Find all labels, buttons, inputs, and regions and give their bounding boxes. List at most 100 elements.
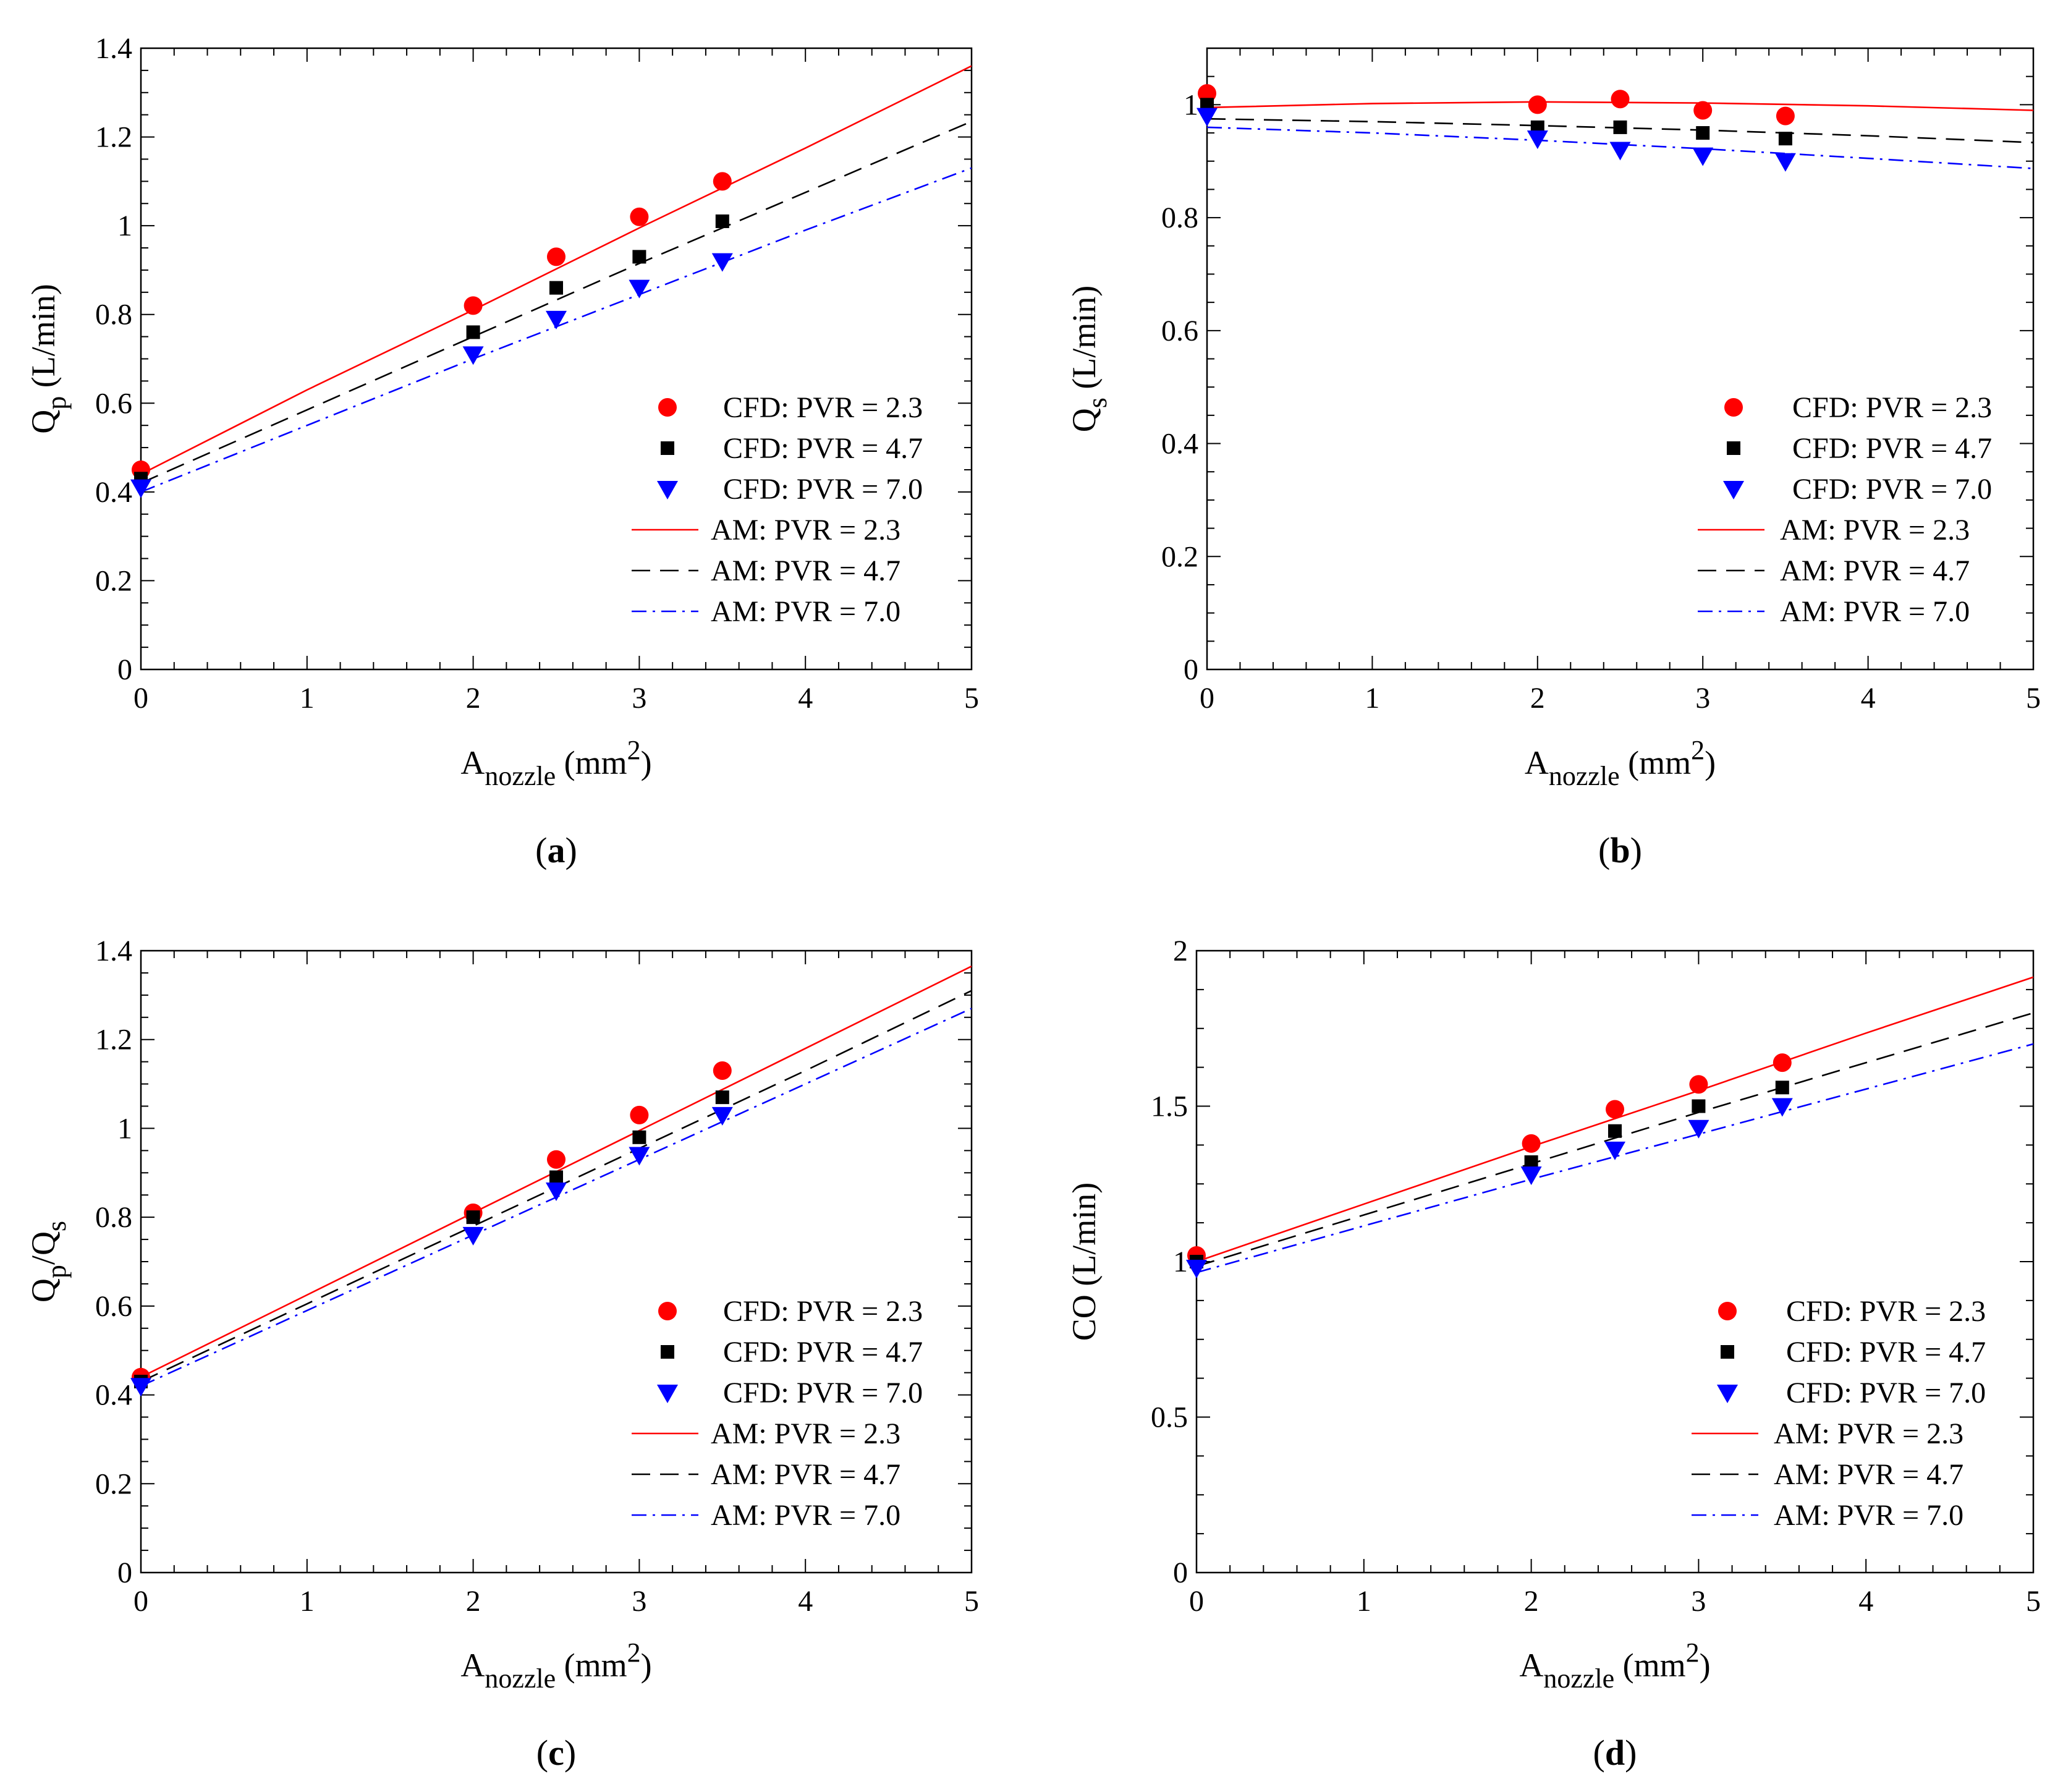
legend: CFD: PVR = 2.3 CFD: PVR = 4.7 CFD: PVR = 7… xyxy=(1698,391,1992,628)
legend-marker xyxy=(1717,1385,1738,1403)
x-tick-label: 2 xyxy=(466,682,481,715)
x-tick-label: 5 xyxy=(2026,1585,2041,1618)
cfd-point xyxy=(547,1150,566,1169)
x-axis-label-unit: (mm xyxy=(1620,744,1692,781)
am-line-am-pvr-2-3 xyxy=(1197,976,2033,1263)
x-axis-label-subscript: nozzle xyxy=(1543,1663,1614,1694)
am-line-am-pvr-7-0 xyxy=(1207,126,2033,169)
cfd-point xyxy=(629,279,650,299)
y-tick-label: 1 xyxy=(117,1112,132,1145)
cfd-point xyxy=(1606,1100,1624,1119)
panel-label-letter: b xyxy=(1610,830,1630,870)
x-tick-label: 4 xyxy=(798,1585,813,1618)
cfd-point xyxy=(462,346,484,365)
cfd-point xyxy=(715,214,729,228)
legend-entry-label: CFD: PVR = 2.3 xyxy=(723,1295,923,1328)
legend-entry-label: AM: PVR = 4.7 xyxy=(1774,1458,1963,1491)
x-axis-label-base: A xyxy=(460,1647,485,1684)
y-tick-label: 1.4 xyxy=(95,32,132,65)
y-tick-label: 0.4 xyxy=(1161,428,1198,461)
legend-entry-label: AM: PVR = 7.0 xyxy=(1780,595,1970,628)
legend-entry-label: CFD: PVR = 4.7 xyxy=(1792,432,1992,465)
x-tick-label: 1 xyxy=(1357,1585,1371,1618)
x-axis-label-superscript: 2 xyxy=(1686,1637,1700,1668)
cfd-point xyxy=(1688,1119,1709,1139)
cfd-point xyxy=(549,281,563,295)
x-tick-label: 3 xyxy=(1695,682,1710,715)
legend-marker xyxy=(657,481,678,499)
y-axis-label-base: Q xyxy=(25,1278,62,1302)
cfd-point xyxy=(629,1147,650,1166)
legend-entry-label: CFD: PVR = 7.0 xyxy=(723,1377,923,1409)
x-tick-label: 1 xyxy=(1365,682,1379,715)
cfd-point xyxy=(711,253,733,272)
panel-label-close: ) xyxy=(1625,1733,1637,1773)
y-tick-label: 1.2 xyxy=(95,1024,132,1056)
panel-label-letter: d xyxy=(1605,1733,1625,1773)
x-axis-ticks xyxy=(1196,951,2034,1573)
cfd-point xyxy=(130,1378,151,1397)
cfd-point xyxy=(1528,95,1547,114)
cfd-point xyxy=(1524,1155,1538,1170)
legend-entry-label: AM: PVR = 4.7 xyxy=(711,554,900,587)
x-axis-label: Anozzle (mm2) xyxy=(1519,1637,1710,1694)
cfd-point xyxy=(549,1170,563,1184)
panel-label: (a) xyxy=(535,830,577,870)
y-tick-label: 1 xyxy=(1184,88,1198,121)
legend-entry-label: CFD: PVR = 7.0 xyxy=(1786,1377,1986,1409)
y-tick-label: 1 xyxy=(117,210,132,242)
legend-entry-label: CFD: PVR = 4.7 xyxy=(723,432,923,465)
x-axis-label-unit: (mm xyxy=(556,744,627,781)
cfd-point xyxy=(1197,108,1218,127)
cfd-series-cfd-pvr-7-0 xyxy=(1186,1098,1793,1279)
cfd-point xyxy=(547,247,566,266)
cfd-point xyxy=(466,1210,480,1225)
cfd-series-cfd-pvr-4-7 xyxy=(134,1090,729,1389)
x-tick-label: 5 xyxy=(964,682,979,715)
cfd-point xyxy=(1775,1081,1789,1095)
legend-entry-label: CFD: PVR = 7.0 xyxy=(723,473,923,506)
cfd-point xyxy=(466,325,480,339)
panel-label-close: ) xyxy=(564,1733,576,1773)
legend-marker xyxy=(1723,481,1744,499)
cfd-point xyxy=(1774,153,1796,172)
cfd-point xyxy=(1773,1053,1792,1072)
cfd-point xyxy=(1692,147,1714,166)
x-axis-label-superscript: 2 xyxy=(627,1637,641,1668)
cfd-point xyxy=(1609,142,1631,161)
y-tick-label: 0.2 xyxy=(95,1467,132,1500)
panel-label-open: ( xyxy=(1593,1733,1605,1773)
cfd-point xyxy=(1527,130,1548,150)
x-axis-label-unit: (mm xyxy=(556,1647,627,1684)
x-tick-label: 0 xyxy=(1189,1585,1204,1618)
y-tick-label: 0 xyxy=(117,1556,132,1589)
cfd-point xyxy=(1692,1099,1706,1113)
x-axis-label: Anozzle (mm2) xyxy=(460,735,651,791)
panel-label-open: ( xyxy=(1598,830,1610,870)
y-tick-label: 0.4 xyxy=(95,476,132,509)
am-line-am-pvr-2-3 xyxy=(141,65,972,475)
y-tick-label: 0.6 xyxy=(95,1290,132,1323)
legend-marker xyxy=(658,1302,677,1320)
x-tick-label: 1 xyxy=(300,1585,315,1618)
y-axis-label-base: Q xyxy=(1065,408,1103,432)
y-axis-label: Qp/Qs xyxy=(25,1221,72,1302)
x-axis-label-base: A xyxy=(460,744,485,781)
y-axis-label-mid: /Q xyxy=(25,1231,62,1265)
cfd-point xyxy=(1613,120,1627,134)
x-axis-label-subscript: nozzle xyxy=(1549,761,1620,791)
y-tick-label: 1 xyxy=(1173,1246,1188,1278)
cfd-point xyxy=(713,172,732,191)
legend-marker xyxy=(1724,398,1743,417)
cfd-point xyxy=(1186,1260,1207,1279)
legend-marker xyxy=(661,1345,674,1359)
cfd-point xyxy=(546,310,567,329)
cfd-point xyxy=(715,1090,729,1105)
y-tick-label: 1.2 xyxy=(95,121,132,154)
legend-marker xyxy=(1721,1345,1734,1359)
legend-marker xyxy=(1718,1302,1737,1320)
y-tick-label: 0.8 xyxy=(95,1201,132,1234)
y-tick-label: 1.5 xyxy=(1151,1090,1188,1123)
x-tick-label: 0 xyxy=(133,682,148,715)
